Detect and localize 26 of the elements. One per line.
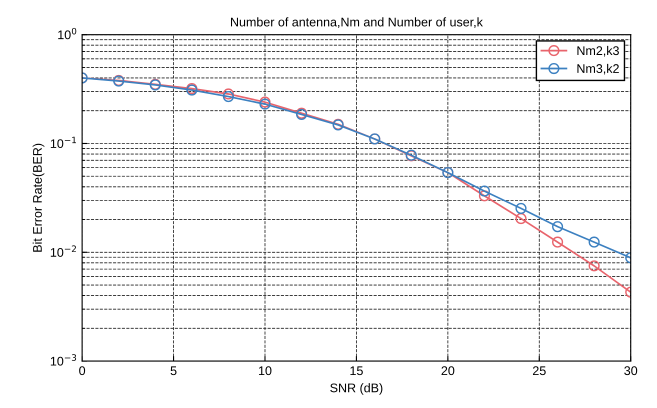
point [515, 213, 527, 224]
y-axis-title: Bit Error Rate(BER) [32, 144, 44, 252]
point [588, 260, 600, 272]
point [478, 190, 490, 202]
y-tick-label: 10$^{−2}$ [50, 245, 76, 257]
chart-title: Number of antenna,Nm and Number of user,k [231, 17, 483, 28]
x-tick-label: 10 [258, 366, 272, 376]
point [222, 88, 234, 100]
point [478, 186, 490, 197]
x-tick-label: 25 [532, 366, 546, 376]
point [515, 202, 527, 214]
point [222, 90, 234, 102]
y-tick-label: 10$^{−1}$ [50, 136, 76, 148]
x-tick-label: 20 [442, 366, 454, 376]
x-tick-label: 5 [170, 366, 177, 376]
legend-label: Nm3,k2 [577, 64, 619, 74]
point [552, 221, 564, 232]
y-tick-label: 10$^{0}$ [58, 28, 76, 40]
x-axis-title: SNR (dB) [330, 383, 382, 395]
x-tick-label: 0 [79, 366, 86, 376]
x-tick-label: 30 [624, 366, 638, 376]
legend-label: Nm2,k3 [577, 46, 619, 57]
point [552, 236, 564, 248]
point [588, 236, 600, 248]
x-tick-label: 15 [350, 366, 363, 376]
y-tick-label: 10$^{−3}$ [50, 354, 76, 366]
